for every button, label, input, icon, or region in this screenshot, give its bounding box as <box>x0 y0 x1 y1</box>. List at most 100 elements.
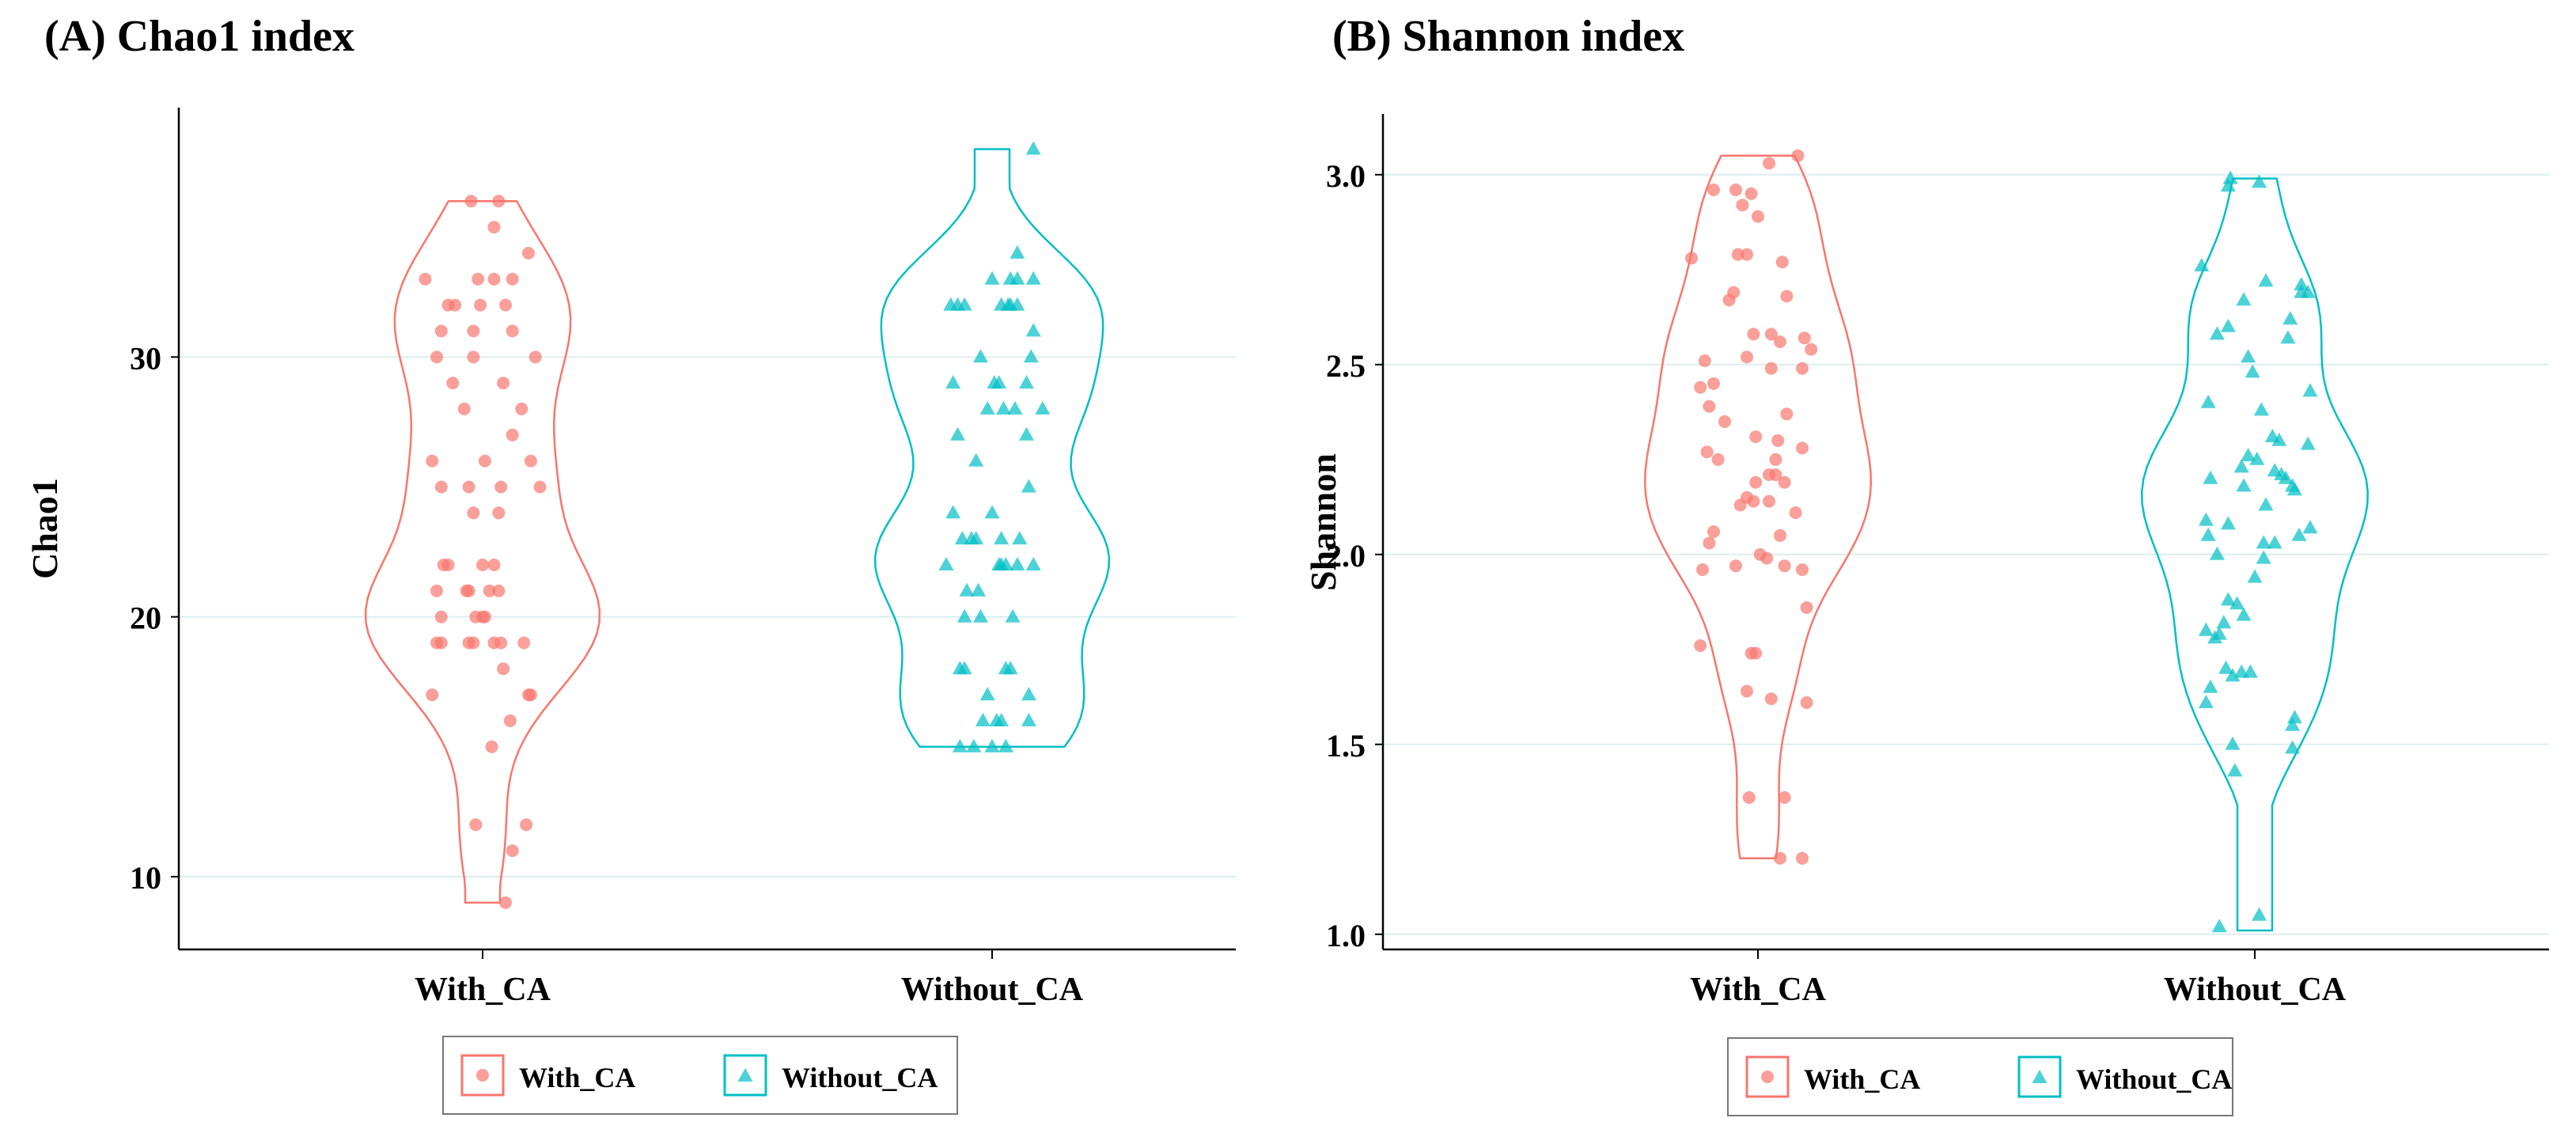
with-ca-point <box>492 506 506 520</box>
without-ca-point <box>2256 535 2271 549</box>
with-ca-point <box>1741 684 1753 698</box>
with-ca-violin <box>1643 154 1873 860</box>
without-ca-point <box>2252 907 2267 921</box>
with-ca-point <box>1760 551 1774 565</box>
without-ca-point <box>998 738 1013 752</box>
without-ca-point <box>1021 687 1036 701</box>
with-ca-point <box>446 377 460 390</box>
shannon-panel: 1.0 1.5 2.0 2.5 3.0 Shannon With_CA Without_CA W… <box>1303 114 2549 1116</box>
y-tick-label: 1.5 <box>1326 728 1366 764</box>
with-ca-legend-marker <box>1761 1070 1774 1083</box>
with-ca-point <box>1749 430 1763 443</box>
without-ca-point <box>2236 478 2252 492</box>
with-ca-point <box>1707 525 1720 538</box>
without-ca-point <box>971 582 987 597</box>
with-ca-point <box>1736 199 1749 212</box>
with-ca-point <box>1800 601 1813 614</box>
without-ca-point <box>968 531 984 545</box>
with-ca-point <box>1733 498 1747 512</box>
without-ca-point <box>2203 470 2218 484</box>
without-ca-legend-label: Without_CA <box>2076 1063 2232 1095</box>
with-ca-point <box>1729 559 1742 573</box>
with-ca-point <box>457 402 471 415</box>
with-ca-point <box>524 454 537 468</box>
with-ca-point <box>515 402 528 415</box>
with-ca-point <box>1805 343 1818 356</box>
without-ca-point <box>1035 400 1051 415</box>
y-tick-label: 3.0 <box>1326 158 1366 194</box>
with-ca-point <box>434 324 448 338</box>
without-ca-point <box>1019 375 1034 389</box>
without-ca-point <box>2271 432 2287 446</box>
without-ca-point <box>2211 919 2227 933</box>
without-ca-point <box>2242 664 2258 678</box>
without-ca-violin <box>873 148 1111 748</box>
with-ca-point <box>1800 696 1813 709</box>
with-ca-point <box>1778 791 1791 804</box>
with-ca-point <box>464 195 478 208</box>
with-ca-point <box>533 480 547 494</box>
with-ca-point <box>476 559 489 571</box>
with-ca-point <box>1764 328 1778 341</box>
without-ca-point <box>2229 596 2245 610</box>
with-ca-point <box>1749 476 1763 489</box>
without-ca-point <box>966 738 982 752</box>
without-ca-point <box>991 375 1007 389</box>
without-ca-point <box>1002 661 1018 675</box>
panel-b-title: (B) Shannon index <box>1332 12 1685 61</box>
with-ca-legend-marker <box>476 1069 489 1082</box>
without-ca-point <box>2285 740 2301 754</box>
with-ca-point <box>1796 441 1809 455</box>
with-ca-point <box>1741 351 1753 364</box>
with-ca-point <box>485 740 498 753</box>
with-ca-point <box>1791 149 1805 162</box>
with-ca-legend-label: With_CA <box>519 1062 635 1093</box>
without-ca-point <box>2220 592 2236 606</box>
without-ca-point <box>1007 400 1023 415</box>
panel-a-title: (A) Chao1 index <box>44 12 355 61</box>
with-ca-point <box>487 559 501 571</box>
without-ca-point <box>2300 436 2316 450</box>
without-ca-point <box>2218 660 2234 674</box>
with-ca-point <box>1711 453 1725 466</box>
without-ca-point <box>957 608 972 623</box>
with-ca-point <box>469 818 483 832</box>
without-ca-point <box>2220 318 2236 332</box>
without-ca-point <box>973 349 988 363</box>
with-ca-point <box>506 428 519 441</box>
without-ca-point <box>968 453 984 467</box>
without-ca-point <box>1002 297 1018 311</box>
without-ca-point <box>975 713 991 726</box>
with-ca-point <box>430 351 443 364</box>
with-ca-point <box>1741 248 1753 261</box>
with-ca-point <box>524 688 537 702</box>
without-ca-point <box>2194 258 2210 271</box>
with-ca-point <box>1742 791 1756 804</box>
without-ca-point <box>2294 284 2309 298</box>
with-ca-point <box>474 298 487 312</box>
without-ca-point <box>2225 736 2241 750</box>
without-ca-point <box>994 713 1010 726</box>
without-ca-point <box>2198 622 2214 636</box>
with-ca-point <box>1694 639 1707 652</box>
without-ca-point <box>2227 763 2243 777</box>
with-ca-point <box>494 636 508 650</box>
with-ca-point <box>1685 252 1698 265</box>
without-ca-point <box>1012 531 1028 545</box>
with-ca-point <box>487 221 501 234</box>
y-tick-label: 1.0 <box>1326 918 1366 953</box>
with-ca-point <box>1700 445 1714 459</box>
without-ca-point <box>2241 349 2256 363</box>
without-ca-point <box>2291 527 2307 541</box>
without-ca-point <box>938 557 954 570</box>
with-ca-legend-label: With_CA <box>1804 1063 1920 1095</box>
with-ca-point <box>1722 294 1736 307</box>
without-ca-point <box>950 426 965 441</box>
with-ca-point <box>430 636 443 650</box>
y-axis-title: Chao1 <box>25 478 65 579</box>
y-tick-label: 2.0 <box>1326 538 1366 574</box>
legend-box <box>442 1036 958 1115</box>
without-ca-point <box>957 661 972 675</box>
with-ca-point <box>1774 335 1786 348</box>
